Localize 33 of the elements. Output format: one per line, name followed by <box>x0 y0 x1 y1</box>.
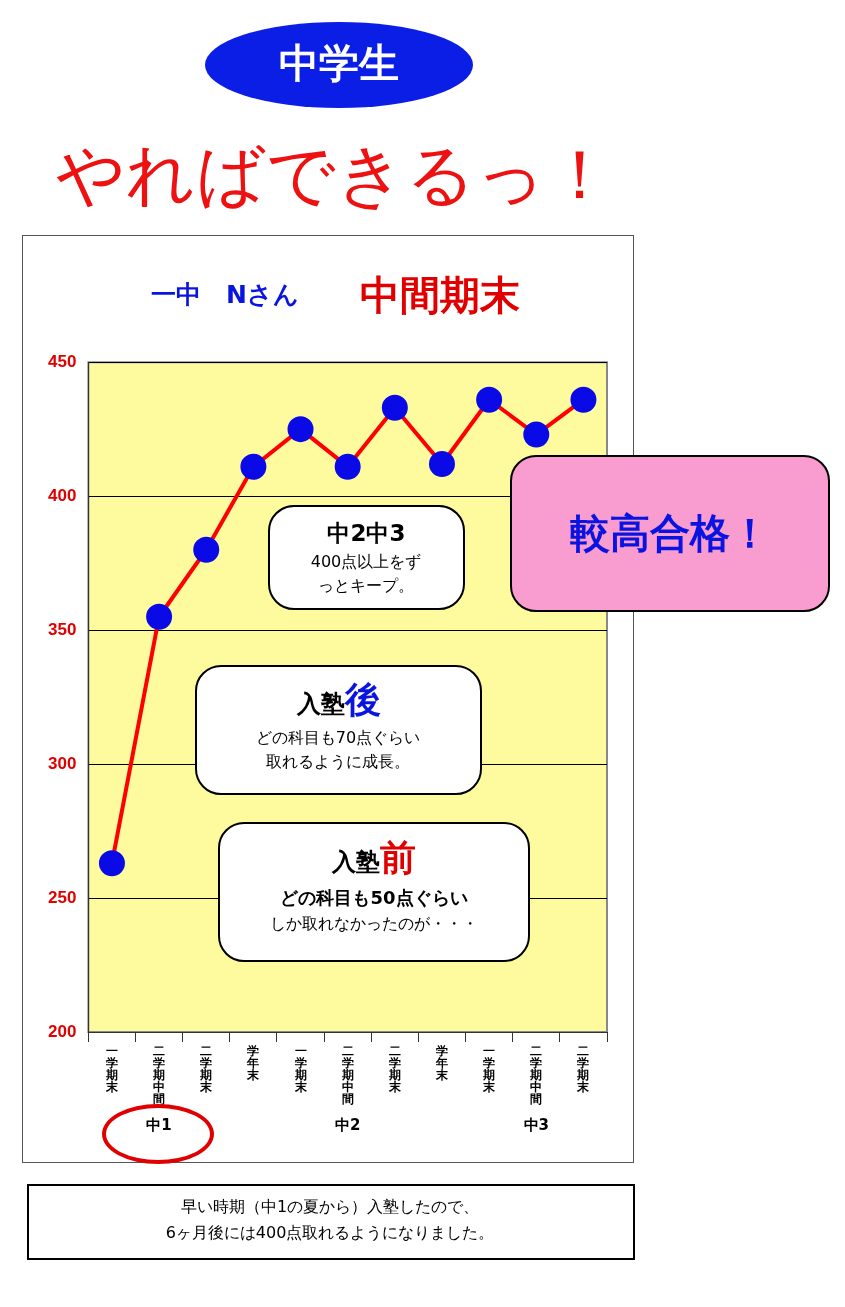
annotation: しか取れなかったのが・・・ <box>269 913 479 935</box>
x-tick-label: 二学期末 <box>387 1044 402 1095</box>
x-tick-label: 一学期末 <box>293 1044 308 1095</box>
x-tick-label: 学年末 <box>246 1044 261 1083</box>
chart-subtitle: 中学生 <box>278 39 400 88</box>
x-tick-label: 二学期末 <box>576 1044 591 1095</box>
text: 一中 Nさん <box>150 279 300 311</box>
annotation: 400点以上をずっとキープ。 <box>309 551 423 597</box>
annotation: 入塾前 <box>331 837 417 880</box>
text: 中3 <box>522 1116 550 1135</box>
y-tick-label: 300 <box>47 753 77 773</box>
annotation: 較高合格！ <box>569 509 771 558</box>
y-tick-label: 350 <box>47 619 77 639</box>
annotation: 入塾後 <box>295 679 382 722</box>
y-tick-label: 200 <box>47 1021 77 1041</box>
y-tick-label: 400 <box>47 485 77 505</box>
x-tick-label: 一学期末 <box>104 1044 119 1095</box>
chart-title: やればできるっ！ <box>55 134 615 216</box>
x-tick-label: 二学期中間 <box>152 1044 166 1107</box>
x-tick-label: 学年末 <box>434 1044 449 1083</box>
x-tick-label: 二学期中間 <box>340 1044 354 1107</box>
y-tick-label: 250 <box>47 887 77 907</box>
x-tick-label: 二学期中間 <box>529 1044 543 1107</box>
annotation: 中2中3 <box>326 519 407 548</box>
annotation: どの科目も70点ぐらい取れるように成長。 <box>254 727 422 773</box>
x-tick-label: 二学期末 <box>199 1044 214 1095</box>
text: 中間期末 <box>359 271 521 320</box>
annotation: どの科目も50点ぐらい <box>279 886 469 910</box>
text: 中1 <box>145 1116 173 1135</box>
x-tick-label: 一学期末 <box>482 1044 497 1095</box>
text: 中2 <box>333 1116 362 1135</box>
text: 早い時期（中1の夏から）入塾したので、6ヶ月後には400点取れるようになりました。 <box>164 1196 496 1244</box>
y-tick-label: 450 <box>47 351 77 371</box>
